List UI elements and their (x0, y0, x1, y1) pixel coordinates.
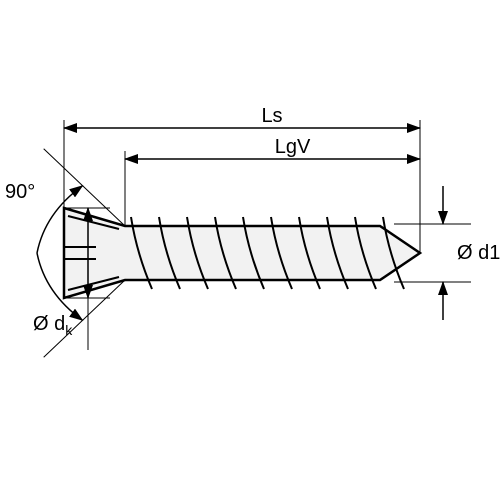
label-dk: Ø dk (33, 313, 73, 338)
label-d1: Ø d1 (457, 242, 500, 264)
screw-outline (64, 208, 420, 298)
angle-label: 90° (5, 181, 35, 203)
label-LgV: LgV (275, 136, 311, 158)
label-dk-sub: k (65, 322, 73, 338)
label-Ls: Ls (261, 105, 282, 127)
